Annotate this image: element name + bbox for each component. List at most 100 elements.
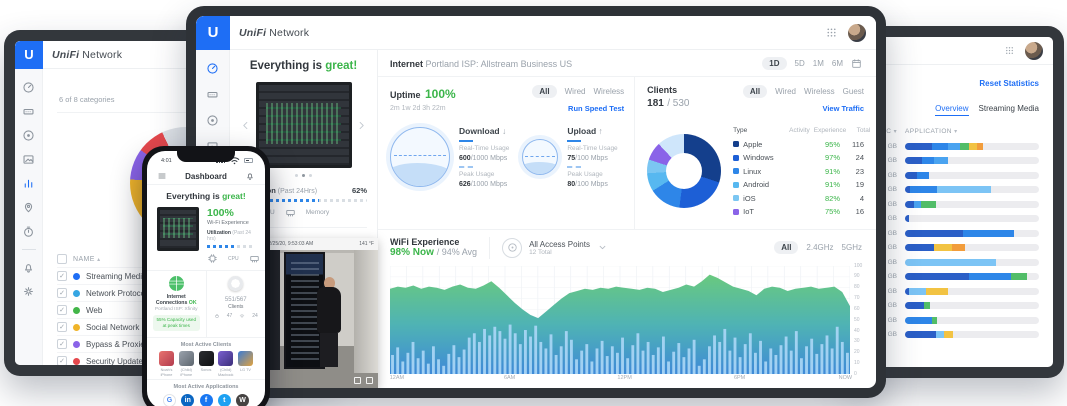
sidebar-item-devices-icon[interactable]: [22, 105, 35, 118]
clients-tab-guest[interactable]: Guest: [842, 87, 864, 96]
internet-tab-all[interactable]: All: [532, 85, 557, 98]
upload-stats: Upload ↑ Real-Time Usage 75/100 Mbps Pea…: [567, 126, 618, 188]
unifi-logo[interactable]: U: [196, 16, 230, 50]
sidebar-item-clients-icon[interactable]: [206, 114, 219, 127]
clients-tab-all[interactable]: All: [742, 85, 768, 98]
internet-tab-wireless[interactable]: Wireless: [593, 87, 625, 96]
apps-grid-icon[interactable]: [825, 26, 838, 39]
client-label: Sonos: [200, 367, 212, 372]
range-tab-5d[interactable]: 5D: [794, 59, 805, 68]
application-column-header[interactable]: APPLICATION: [905, 128, 952, 135]
category-color-dot: [73, 289, 80, 297]
sidebar-item-clients-icon[interactable]: [22, 129, 35, 142]
client-type-row[interactable]: Android 91% 19: [733, 178, 864, 192]
row-checkbox[interactable]: ✓: [57, 305, 67, 315]
range-tab-1d[interactable]: 1D: [762, 57, 787, 70]
battery-icon: [244, 158, 253, 163]
total-value: 116: [852, 139, 864, 149]
avatar[interactable]: [848, 23, 866, 42]
active-client-item[interactable]: Sonos: [197, 350, 216, 377]
sidebar-item-dashboard-icon[interactable]: [22, 81, 35, 94]
row-checkbox[interactable]: ✓: [57, 339, 67, 349]
uptime-value: 100%: [424, 87, 456, 101]
application-row[interactable]: /19 GB: [853, 241, 1053, 256]
rack-image: [157, 207, 199, 251]
sidebar: [15, 69, 43, 365]
active-client-item[interactable]: (Child) Macbook: [216, 350, 235, 377]
notifications-icon[interactable]: [245, 171, 255, 181]
total-value: 19: [855, 180, 864, 190]
clients-tab-wireless[interactable]: Wireless: [803, 87, 835, 96]
photo-wall: [354, 250, 378, 373]
type-color-dot: [733, 154, 740, 161]
photo-person: [314, 277, 344, 369]
carousel-dots[interactable]: [240, 174, 367, 177]
row-checkbox[interactable]: ✓: [57, 288, 67, 298]
wifi-tab-24ghz[interactable]: 2.4GHz: [806, 243, 834, 252]
cpu-icon: [207, 253, 218, 264]
stats-tab-overview[interactable]: Overview: [935, 104, 969, 116]
menu-icon[interactable]: [157, 171, 167, 181]
unifi-logo[interactable]: U: [15, 41, 43, 69]
wifi-tab-all[interactable]: All: [774, 241, 799, 254]
client-type: Windows: [743, 153, 774, 163]
client-type-row[interactable]: IoT 75% 16: [733, 205, 864, 219]
wifi-experience-label: Wi-Fi Experience: [207, 220, 249, 226]
internet-tab-wired[interactable]: Wired: [564, 87, 586, 96]
active-client-item[interactable]: LG TV: [236, 350, 255, 377]
globe-icon: [168, 276, 184, 291]
sidebar-item-insights-icon[interactable]: [22, 153, 35, 166]
access-point-selector[interactable]: All Access Points 12 Total: [502, 237, 608, 258]
wordpress-app-icon[interactable]: W: [236, 394, 249, 406]
row-checkbox[interactable]: ✓: [57, 271, 67, 281]
run-speed-test-link[interactable]: Run Speed Test: [568, 104, 625, 113]
range-tab-6m[interactable]: 6M: [831, 59, 843, 68]
sidebar-item-dashboard-icon[interactable]: [206, 62, 219, 75]
range-tab-1m[interactable]: 1M: [812, 59, 824, 68]
internet-connections-card[interactable]: Internet Connections OK Portland ISP: Xf…: [147, 271, 206, 337]
client-type-row[interactable]: Windows 97% 24: [733, 151, 864, 165]
twitter-app-icon[interactable]: t: [217, 394, 231, 406]
carousel-prev-icon[interactable]: [240, 120, 251, 131]
google-app-icon[interactable]: G: [163, 394, 176, 406]
calendar-icon[interactable]: [851, 58, 862, 69]
camera-snapshot[interactable]: R: 2/25/20, 9:53:03 AM 141 °F: [258, 238, 378, 388]
reset-statistics-link[interactable]: Reset Statistics: [979, 79, 1039, 88]
stats-tab-streaming-media[interactable]: Streaming Media: [978, 104, 1039, 113]
sidebar-item-timer-icon[interactable]: [22, 225, 35, 238]
view-traffic-link[interactable]: View Traffic: [822, 104, 864, 113]
category-name: Social Network: [86, 322, 140, 332]
upload-gauge: [522, 139, 559, 175]
facebook-app-icon[interactable]: f: [199, 394, 213, 406]
client-type-row[interactable]: Linux 91% 23: [733, 165, 864, 179]
clients-card[interactable]: 551/567 Clients 47 24: [205, 271, 266, 337]
application-row[interactable]: /14 GB: [853, 226, 1053, 241]
snapshot-controls[interactable]: [354, 377, 373, 384]
clients-tab-wired[interactable]: Wired: [775, 87, 796, 96]
sidebar-item-stats-icon[interactable]: [22, 177, 35, 190]
row-checkbox[interactable]: ✓: [57, 322, 67, 332]
active-clients-list: Noah's iPhone (Child) iPhone Sonos (Child) …: [153, 350, 259, 377]
status-title: Everything is great!: [249, 60, 358, 72]
sidebar-item-gear-icon[interactable]: [22, 285, 35, 298]
active-client-item[interactable]: (Child) iPhone: [177, 350, 196, 377]
phone-status-title: Everything is great!: [166, 191, 246, 201]
select-all-checkbox[interactable]: [57, 254, 67, 264]
wifi-tab-5ghz[interactable]: 5GHz: [841, 243, 862, 252]
avatar[interactable]: [1025, 41, 1043, 60]
client-type-row[interactable]: Apple 95% 116: [733, 138, 864, 152]
chart-x-axis: 12AM 6AM 12PM 6PM NOW: [389, 375, 853, 381]
sidebar-item-devices-icon[interactable]: [206, 88, 219, 101]
active-client-item[interactable]: Noah's iPhone: [157, 350, 176, 377]
sidebar-item-map-icon[interactable]: [22, 201, 35, 214]
row-traffic: /14 GB: [876, 229, 897, 237]
name-column-header[interactable]: NAME ▴: [73, 255, 101, 263]
client-type-row[interactable]: iOS 82% 4: [733, 192, 864, 206]
sidebar-item-bell-icon[interactable]: [22, 261, 35, 274]
apps-grid-icon[interactable]: [1004, 45, 1015, 56]
row-checkbox[interactable]: ✓: [57, 356, 67, 365]
carousel-next-icon[interactable]: [356, 120, 367, 131]
linkedin-app-icon[interactable]: in: [181, 394, 195, 406]
